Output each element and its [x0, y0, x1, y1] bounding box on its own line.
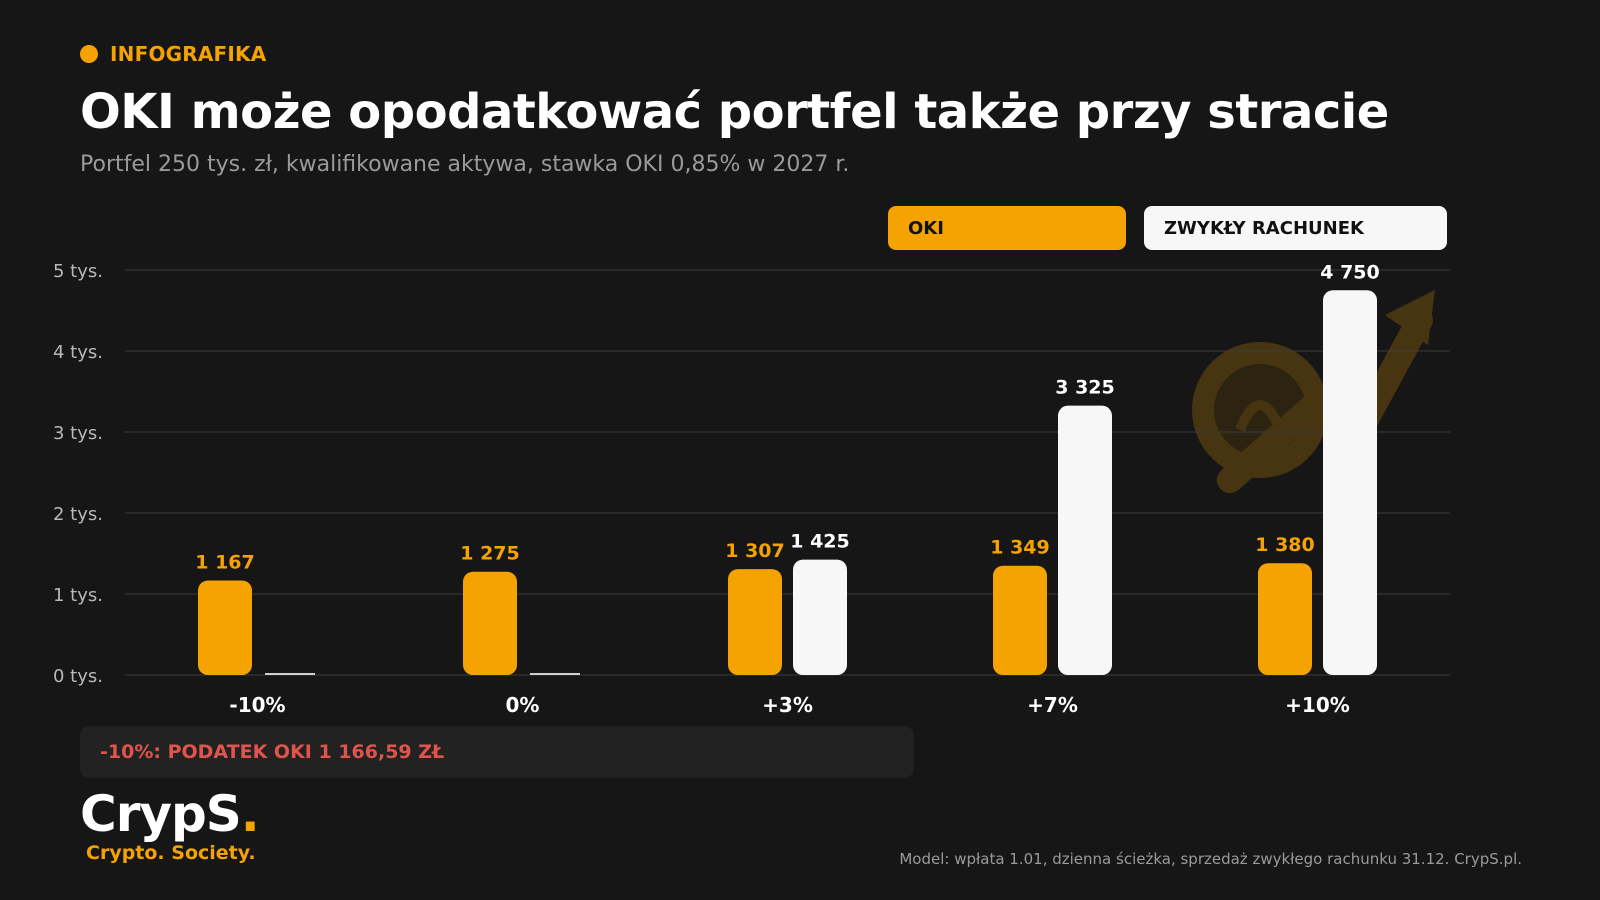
page-title: OKI może opodatkować portfel także przy …: [80, 84, 1389, 140]
y-tick-label: 4 tys.: [53, 342, 103, 363]
bar-regular: [1058, 405, 1112, 675]
infographic-tag: INFOGRAFIKA: [80, 42, 266, 66]
x-tick-label: 0%: [506, 693, 540, 717]
y-tick-label: 2 tys.: [53, 504, 103, 525]
bar-oki: [993, 565, 1047, 675]
logo-wordmark: CrypS.: [80, 785, 260, 843]
cryps-logo: CrypS. Crypto. Society.: [80, 785, 260, 864]
logo-tagline: Crypto. Society.: [86, 842, 256, 864]
bar-oki: [463, 571, 517, 675]
data-label: 1 275: [460, 543, 520, 565]
bar-regular: [793, 559, 847, 675]
x-tick-label: +7%: [1027, 693, 1078, 717]
y-tick-label: 1 tys.: [53, 585, 103, 606]
tax-note: -10%: PODATEK OKI 1 166,59 ZŁ: [80, 726, 914, 778]
data-label: 1 307: [725, 540, 785, 562]
page-subtitle: Portfel 250 tys. zł, kwalifikowane aktyw…: [80, 152, 850, 177]
data-label: 1 425: [790, 531, 850, 553]
y-tick-label: 0 tys.: [53, 666, 103, 687]
legend-oki-label: OKI: [908, 217, 944, 239]
x-tick-label: -10%: [229, 693, 285, 717]
legend-regular-account: ZWYKŁY RACHUNEK: [1144, 206, 1447, 250]
x-tick-label: +3%: [762, 693, 813, 717]
tag-dot-icon: [80, 45, 98, 63]
bar-regular: [1323, 290, 1377, 675]
data-label: 1 167: [195, 551, 255, 573]
tag-label: INFOGRAFIKA: [110, 42, 267, 66]
bar-oki: [198, 580, 252, 675]
bar-oki: [1258, 563, 1312, 675]
data-label: 4 750: [1320, 261, 1380, 283]
legend-regular-label: ZWYKŁY RACHUNEK: [1164, 217, 1364, 239]
data-label: 3 325: [1055, 377, 1115, 399]
footer-note: Model: wpłata 1.01, dzienna ścieżka, spr…: [899, 850, 1522, 868]
x-tick-label: +10%: [1285, 693, 1350, 717]
y-tick-label: 5 tys.: [53, 261, 103, 282]
bar-oki: [728, 569, 782, 675]
y-tick-label: 3 tys.: [53, 423, 103, 444]
tax-note-text: -10%: PODATEK OKI 1 166,59 ZŁ: [100, 741, 445, 763]
data-label: 1 349: [990, 537, 1050, 559]
legend-oki: OKI: [888, 206, 1126, 250]
data-label: 1 380: [1255, 534, 1315, 556]
